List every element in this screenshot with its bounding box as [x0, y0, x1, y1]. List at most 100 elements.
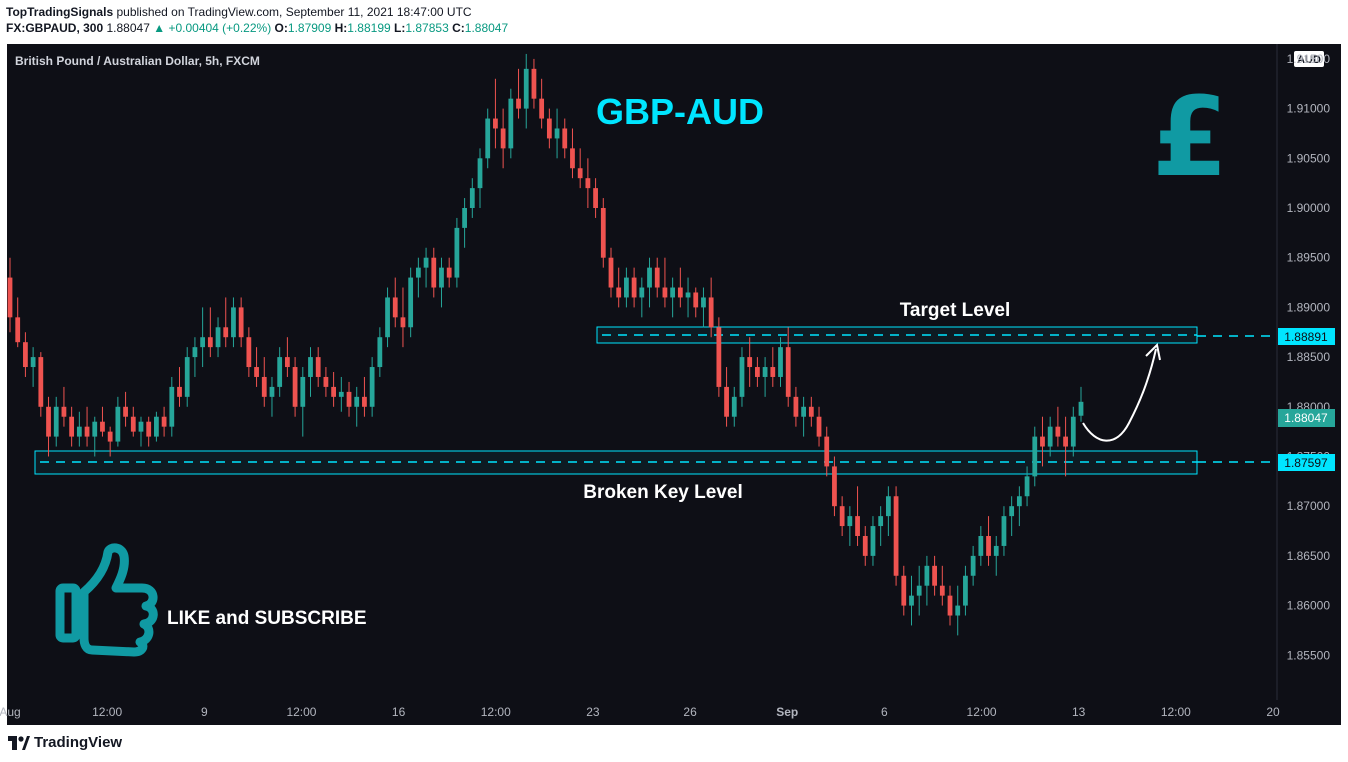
candle-body: [415, 267, 421, 278]
candle-body: [146, 421, 152, 437]
time-tick: 12:00: [92, 705, 122, 719]
candle-body: [15, 317, 21, 343]
candle-body: [100, 421, 105, 432]
candle-body: [970, 555, 976, 576]
candle-body: [400, 317, 406, 328]
candle-body: [986, 536, 991, 556]
candle-body: [177, 386, 182, 397]
high-label: H:: [334, 21, 348, 35]
price-tick: 1.89500: [1287, 251, 1331, 265]
candle-body: [924, 565, 930, 586]
candle-body: [331, 386, 337, 397]
candle-body: [1016, 496, 1022, 507]
candle-body: [793, 396, 799, 417]
arrowhead-icon: [1145, 342, 1161, 361]
pound-icon: £: [1152, 73, 1229, 201]
candle-body: [955, 605, 961, 616]
candle-body: [200, 337, 206, 348]
candle-body: [439, 267, 444, 288]
price-tick: 1.89000: [1287, 300, 1331, 314]
candle-body: [708, 297, 714, 328]
candle-body: [577, 168, 583, 179]
time-axis[interactable]: Aug 12:00 9 12:00 16 12:00 23 26 Sep 6 12:00 13 12:0…: [0, 705, 1280, 719]
candle-body: [300, 376, 306, 407]
pair-annotation[interactable]: GBP-AUD: [596, 91, 764, 132]
candle-body: [107, 431, 113, 442]
candle-body: [701, 297, 706, 308]
candle-body: [369, 367, 375, 407]
candle-body: [816, 416, 822, 437]
candle-body: [92, 421, 98, 437]
chart-area[interactable]: [7, 44, 1341, 725]
candle-body: [485, 118, 491, 159]
candle-body: [847, 516, 853, 527]
candle-body: [993, 545, 999, 556]
candle-body: [516, 98, 521, 109]
time-tick: 12:00: [1161, 705, 1191, 719]
candle-body: [130, 416, 136, 432]
candle-body: [539, 98, 545, 119]
candle-body: [862, 536, 868, 556]
last-price: 1.88047: [106, 21, 150, 35]
close-label: C:: [452, 21, 465, 35]
candle-body: [392, 297, 398, 318]
publisher-name[interactable]: TopTradingSignals: [6, 5, 114, 19]
candle-body: [808, 406, 814, 417]
candle-body: [963, 575, 968, 606]
candle-body: [338, 391, 344, 397]
candle-body: [901, 575, 907, 606]
candle-body: [469, 188, 475, 208]
candle-body: [677, 287, 683, 298]
price-tick: 1.86000: [1287, 599, 1331, 613]
candle-body: [1009, 506, 1015, 517]
candle-body: [431, 257, 437, 288]
time-tick: 13: [1072, 705, 1086, 719]
candle-body: [523, 68, 529, 109]
tradingview-logo[interactable]: TradingView: [8, 734, 122, 751]
publish-line: TopTradingSignals published on TradingVi…: [6, 4, 508, 20]
candle-body: [747, 357, 753, 368]
price-tick: 1.87000: [1287, 499, 1331, 513]
price-tick: 1.91500: [1287, 52, 1331, 66]
time-tick: 16: [392, 705, 406, 719]
time-tick: 26: [683, 705, 697, 719]
candle-body: [1070, 416, 1076, 447]
candle-body: [161, 416, 167, 427]
candle-body: [7, 277, 13, 318]
candle-body: [585, 178, 591, 189]
candle-body: [624, 277, 629, 298]
candle-body: [362, 396, 367, 407]
candle-body: [254, 367, 259, 377]
ohlc-line: FX:GBPAUD, 300 1.88047 ▲ +0.00404 (+0.22…: [6, 20, 508, 36]
candle-body: [308, 357, 313, 377]
candle-body: [932, 565, 937, 586]
candle-body: [870, 526, 876, 556]
candle-body: [238, 307, 244, 338]
candle-body: [546, 118, 552, 139]
candle-body: [1078, 401, 1084, 416]
currency-badge[interactable]: AUD: [1297, 54, 1321, 66]
candle-body: [531, 68, 537, 99]
price-tick: 1.85500: [1287, 648, 1331, 662]
candle-body: [754, 367, 760, 377]
candle-body: [284, 357, 290, 368]
time-tick: 23: [586, 705, 600, 719]
broken-level-text[interactable]: Broken Key Level: [583, 482, 742, 503]
price-axis[interactable]: 1.91500 1.91000 1.90500 1.90000 1.89500 1.890…: [1287, 52, 1331, 662]
chart-title: British Pound / Australian Dollar, 5h, F…: [15, 54, 260, 68]
price-tick: 1.91000: [1287, 102, 1331, 116]
thumbs-up-icon: [55, 543, 158, 657]
tradingview-icon: [8, 735, 30, 750]
candle-body: [878, 516, 884, 527]
candle-body: [600, 208, 606, 258]
low-value: 1.87853: [405, 21, 449, 35]
current-price-label: 1.88047: [1284, 411, 1328, 425]
like-subscribe-text[interactable]: LIKE and SUBSCRIBE: [167, 608, 367, 629]
candle-body: [916, 585, 922, 596]
candle-body: [693, 292, 699, 308]
candle-body: [477, 158, 483, 189]
candle-body: [408, 277, 414, 328]
time-tick: Sep: [776, 705, 798, 719]
target-level-text[interactable]: Target Level: [900, 300, 1011, 321]
